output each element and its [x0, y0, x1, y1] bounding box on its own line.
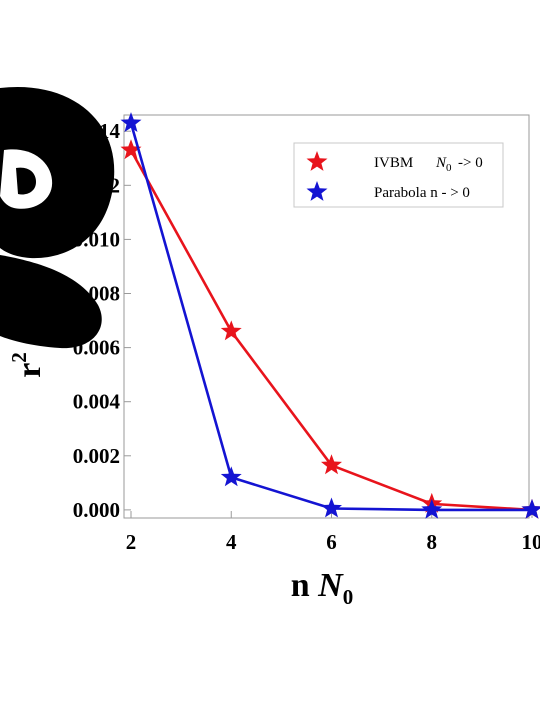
legend-star-marker	[306, 151, 328, 171]
decorative-blob	[0, 86, 115, 349]
data-point-star	[120, 112, 142, 132]
y-tick-label: 0.012	[73, 173, 120, 197]
y-tick-label: 0.002	[73, 444, 120, 468]
data-point-star	[421, 498, 443, 519]
data-point-star	[220, 320, 242, 341]
data-point-star	[120, 139, 142, 160]
y-tick-label: 0.008	[73, 282, 120, 306]
legend: IVBM N0 -> 0 Parabola n - > 0	[293, 142, 504, 208]
data-point-star	[521, 498, 540, 519]
y-tick-label: 0.006	[73, 336, 120, 360]
series-layer	[120, 112, 540, 519]
legend-box	[293, 142, 504, 208]
y-tick-label: 0.010	[73, 227, 120, 251]
y-tick-label: 0.000	[73, 498, 120, 522]
legend-label: IVBM N0 -> 0	[374, 155, 483, 174]
x-tick-label: 6	[326, 530, 337, 554]
data-point-star	[220, 466, 242, 487]
legend-label: Parabola n - > 0	[374, 185, 470, 201]
data-point-star	[321, 454, 342, 475]
y-axis-ticks: 0.000 0.002 0.004 0.006 0.008 0.010 0.012 0.014	[73, 119, 131, 522]
x-axis-ticks: 2 4 6 8 10	[126, 511, 540, 554]
x-tick-label: 10	[522, 530, 540, 554]
x-tick-label: 4	[226, 530, 237, 554]
series-2	[120, 112, 540, 519]
plot-frame	[123, 114, 530, 519]
x-axis-title: n N0	[291, 567, 353, 609]
y-tick-label: 0.004	[73, 390, 121, 414]
legend-star-marker	[306, 181, 328, 201]
x-tick-label: 8	[427, 530, 438, 554]
y-tick-label: 0.014	[73, 119, 121, 143]
y-axis-title: r2	[7, 352, 48, 378]
x-tick-label: 2	[126, 530, 137, 554]
data-point-star	[321, 497, 342, 518]
